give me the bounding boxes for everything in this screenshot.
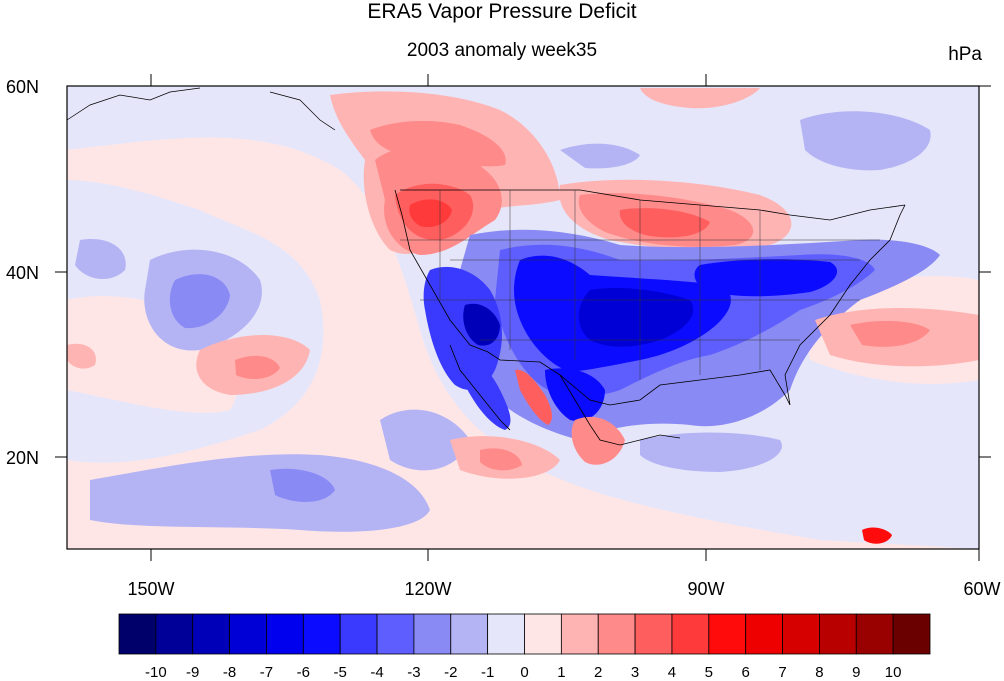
chart-title: ERA5 Vapor Pressure Deficit: [367, 0, 637, 23]
pacific-warm-blob-3: [67, 343, 96, 369]
colorbar-label: 1: [557, 664, 565, 681]
colorbar-swatch: [229, 613, 267, 655]
chart-subtitle: 2003 anomaly week35: [406, 40, 598, 61]
lat-label-60n: 60N: [6, 77, 39, 97]
mexico-south-drying: [640, 432, 782, 472]
colorbar-swatch: [450, 613, 489, 655]
pacific-cool-blob-2: [169, 274, 230, 329]
units-label: hPa: [948, 44, 982, 65]
colorbar-label: -3: [407, 664, 420, 681]
pacific-warm-blob-2: [235, 355, 280, 380]
colorbar-label: 8: [815, 664, 823, 681]
pacific-cool-blob-6: [380, 409, 470, 471]
southwest-desert-drying: [423, 266, 502, 390]
pacific-cool-blob-5: [75, 239, 126, 280]
colorbar-swatch: [118, 613, 157, 655]
map-frame: [66, 85, 980, 550]
colorbar-label: 7: [778, 664, 786, 681]
colorbar-swatch: [524, 613, 562, 655]
great-lakes-core: [619, 208, 710, 238]
colorbar-label: 2: [594, 664, 602, 681]
colorbar-swatch: [155, 613, 194, 655]
lon-label-150w: 150W: [127, 579, 174, 599]
pacific-warm-band: [67, 137, 979, 549]
colorbar-swatch: [560, 613, 599, 655]
colorbar-swatch: [192, 613, 230, 655]
lat-label-40n: 40N: [6, 263, 39, 283]
colorbar-swatch: [745, 613, 783, 655]
colorbar-swatch: [266, 613, 304, 655]
mexico-heat: [571, 416, 625, 465]
colorbar-swatch: [892, 613, 931, 655]
colorbar-label: -8: [223, 664, 236, 681]
colorbar-swatch: [413, 613, 452, 655]
colorbar-swatch: [339, 613, 378, 655]
lat-label-20n: 20N: [6, 448, 39, 468]
colorbar-label: -1: [481, 664, 494, 681]
caribbean-heat: [862, 527, 892, 544]
colorbar-label: 4: [668, 664, 676, 681]
baja-heat: [515, 369, 552, 425]
colorbar-swatch: [819, 613, 857, 655]
colorbar-label: -6: [297, 664, 310, 681]
colorbar-swatch: [376, 613, 415, 655]
colorbar-swatch: [855, 613, 894, 655]
lon-label-120w: 120W: [404, 579, 451, 599]
pacific-northwest-hot: [409, 199, 452, 228]
hudson-warm: [640, 88, 760, 109]
pacific-cool-blob-4: [270, 468, 335, 502]
colorbar-label: 9: [852, 664, 860, 681]
canada-warm-inner: [370, 120, 506, 167]
colorbar-swatch: [782, 613, 820, 655]
ohio-valley-drying: [694, 259, 838, 297]
map-field: [67, 86, 979, 549]
lon-label-90w: 90W: [687, 579, 724, 599]
pacific-warm-blob-5: [480, 448, 522, 471]
colorbar-label: 3: [631, 664, 639, 681]
colorbar-label: 0: [520, 664, 528, 681]
lon-label-60w: 60W: [963, 579, 1000, 599]
north-atlantic-cool: [800, 111, 931, 171]
map-ticks: [55, 74, 991, 561]
atlantic-heat-core: [850, 320, 930, 347]
colorbar-label: -9: [186, 664, 199, 681]
alaska-coast: [67, 87, 336, 131]
colorbar-label: 10: [885, 664, 902, 681]
us-core-drying: [578, 288, 694, 347]
colorbar-label: -2: [444, 664, 457, 681]
colorbar-label: -10: [145, 664, 167, 681]
labrador-cool: [560, 143, 640, 169]
baja-drying: [460, 359, 511, 430]
southwest-desert-core: [463, 303, 500, 346]
colorbar-swatch: [634, 613, 673, 655]
state-lines: [400, 190, 880, 380]
colorbar-swatch: [302, 613, 341, 655]
colorbar: -10 -9 -8 -7 -6 -5 -4 -3 -2 -1 0 1 2 3 4 5 6 7 8 9 10: [118, 613, 931, 681]
coastline-outlines: [394, 189, 906, 446]
colorbar-swatch: [487, 613, 525, 655]
pacific-cool-blob-3: [90, 454, 430, 532]
colorbar-swatch: [597, 613, 636, 655]
colorbar-label: -4: [370, 664, 383, 681]
colorbar-label: -7: [260, 664, 273, 681]
colorbar-swatch: [671, 613, 710, 655]
colorbar-label: -5: [334, 664, 347, 681]
colorbar-label: 5: [705, 664, 713, 681]
colorbar-label: 6: [742, 664, 750, 681]
texas-drying: [545, 368, 605, 421]
colorbar-swatch: [708, 613, 747, 655]
